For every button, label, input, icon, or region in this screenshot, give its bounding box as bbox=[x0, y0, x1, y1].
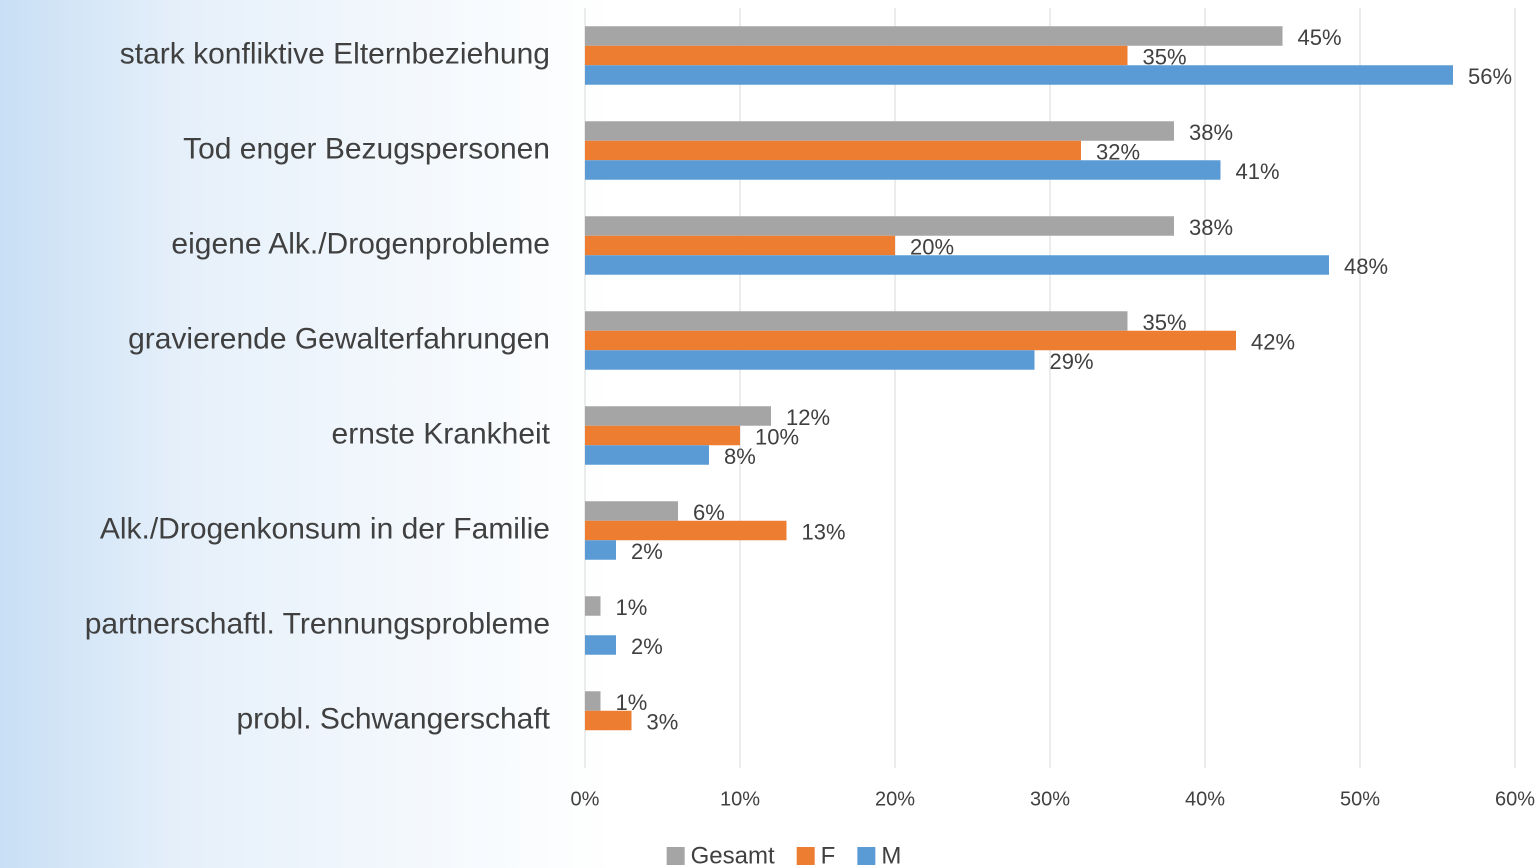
data-label: 8% bbox=[724, 444, 756, 469]
category-label: Alk./Drogenkonsum in der Familie bbox=[100, 512, 550, 545]
bar bbox=[585, 255, 1329, 275]
bar bbox=[585, 635, 616, 655]
legend-swatch bbox=[666, 847, 685, 865]
bar bbox=[585, 710, 632, 731]
bar bbox=[585, 425, 740, 446]
data-label: 2% bbox=[631, 634, 663, 659]
legend-label: Gesamt bbox=[691, 842, 775, 868]
data-label: 42% bbox=[1251, 329, 1295, 354]
bar bbox=[585, 445, 709, 465]
bar bbox=[585, 26, 1283, 46]
category-label: gravierende Gewalterfahrungen bbox=[128, 322, 550, 355]
data-label: 29% bbox=[1050, 349, 1094, 374]
bar bbox=[585, 540, 616, 560]
data-label: 48% bbox=[1344, 254, 1388, 279]
category-label: eigene Alk./Drogenprobleme bbox=[171, 227, 550, 260]
bar bbox=[585, 45, 1128, 66]
x-tick-label: 10% bbox=[720, 788, 760, 810]
legend-label: M bbox=[881, 842, 901, 868]
data-label: 6% bbox=[693, 500, 725, 525]
category-label: stark konfliktive Elternbeziehung bbox=[120, 37, 550, 70]
x-tick-label: 30% bbox=[1030, 788, 1070, 810]
legend-label: F bbox=[821, 842, 836, 868]
bar bbox=[585, 311, 1128, 331]
x-tick-label: 60% bbox=[1495, 788, 1535, 810]
data-label: 38% bbox=[1189, 215, 1233, 240]
x-tick-label: 20% bbox=[875, 788, 915, 810]
category-label: ernste Krankheit bbox=[332, 417, 551, 450]
bar bbox=[585, 406, 771, 426]
data-label: 13% bbox=[802, 519, 846, 544]
bar bbox=[585, 140, 1081, 161]
data-label: 35% bbox=[1143, 44, 1187, 69]
bar bbox=[585, 691, 601, 711]
bar bbox=[585, 235, 895, 256]
category-label: probl. Schwangerschaft bbox=[236, 702, 550, 735]
data-label: 2% bbox=[631, 539, 663, 564]
category-label: Tod enger Bezugspersonen bbox=[183, 132, 550, 165]
x-tick-label: 50% bbox=[1340, 788, 1380, 810]
data-label: 3% bbox=[647, 709, 679, 734]
bar bbox=[585, 596, 601, 616]
bar bbox=[585, 501, 678, 521]
bar bbox=[585, 350, 1035, 370]
data-label: 56% bbox=[1468, 64, 1512, 89]
x-tick-label: 0% bbox=[571, 788, 600, 810]
data-label: 41% bbox=[1236, 159, 1280, 184]
bar bbox=[585, 160, 1221, 180]
legend-swatch bbox=[796, 847, 815, 865]
data-label: 1% bbox=[616, 595, 648, 620]
bar bbox=[585, 121, 1174, 141]
legend-swatch bbox=[857, 847, 876, 865]
bar bbox=[585, 216, 1174, 236]
data-label: 10% bbox=[755, 424, 799, 449]
bar bbox=[585, 330, 1236, 351]
data-label: 1% bbox=[616, 690, 648, 715]
data-label: 20% bbox=[910, 234, 954, 259]
data-label: 45% bbox=[1298, 25, 1342, 50]
category-label: partnerschaftl. Trennungsprobleme bbox=[85, 607, 550, 640]
data-label: 35% bbox=[1143, 310, 1187, 335]
data-label: 38% bbox=[1189, 120, 1233, 145]
bar bbox=[585, 65, 1453, 85]
bar bbox=[585, 520, 787, 541]
data-label: 12% bbox=[786, 405, 830, 430]
x-tick-label: 40% bbox=[1185, 788, 1225, 810]
data-label: 32% bbox=[1096, 139, 1140, 164]
